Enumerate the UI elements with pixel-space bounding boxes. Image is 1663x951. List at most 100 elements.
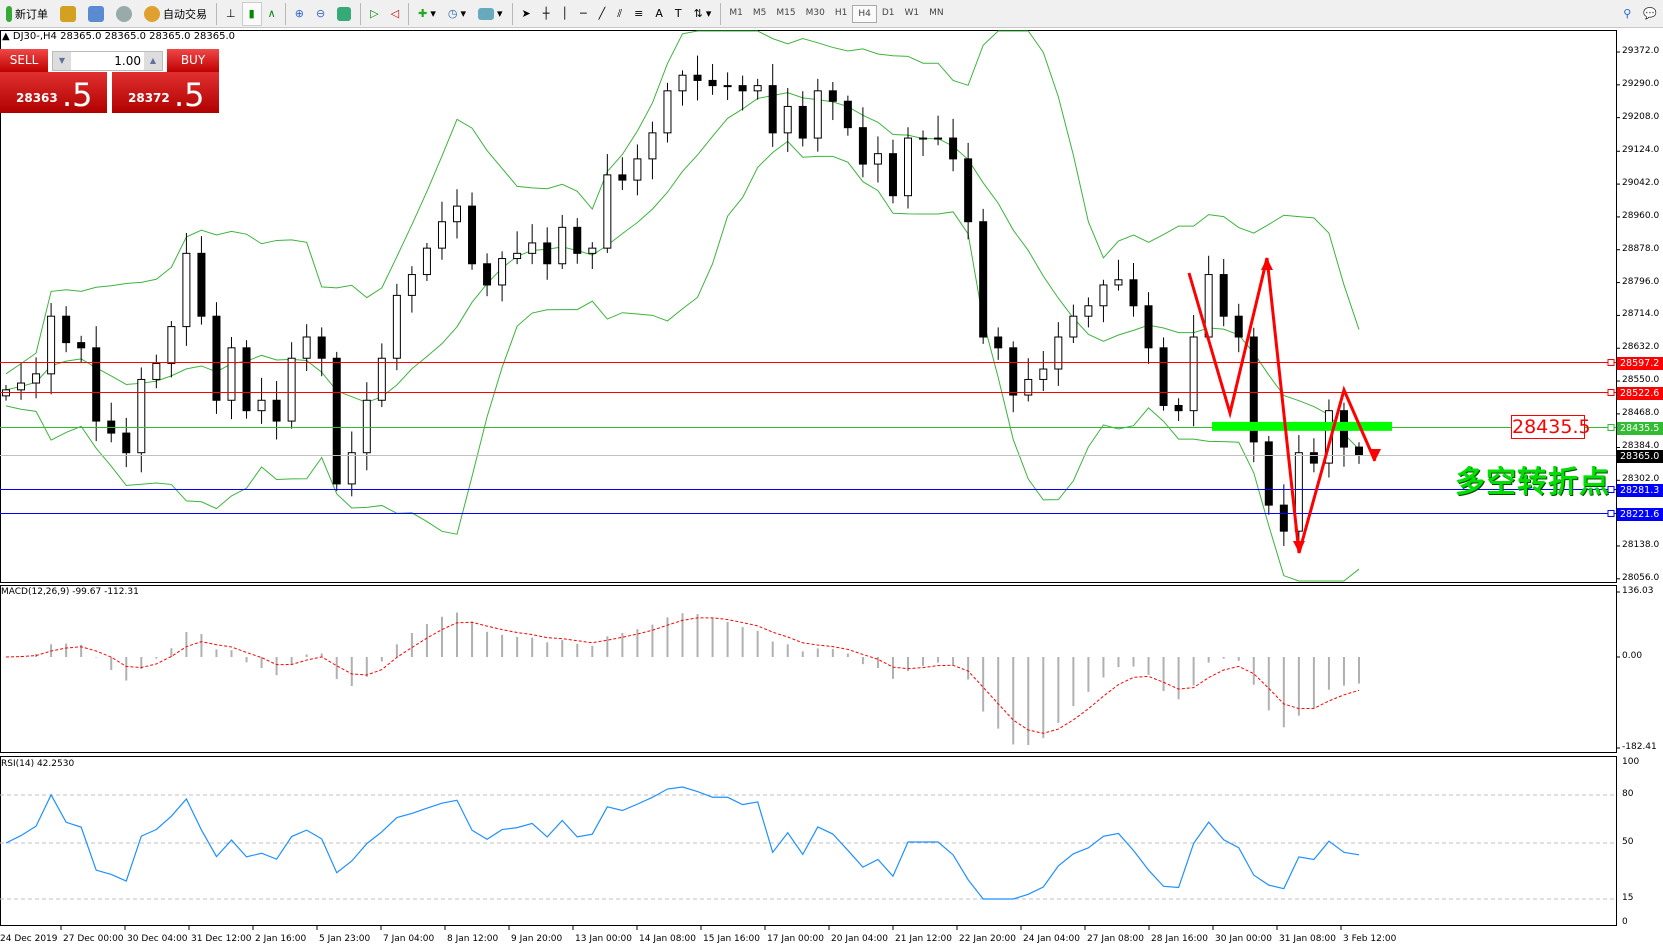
horizontal-line-button[interactable]: ─: [574, 2, 593, 26]
sell-button[interactable]: SELL: [0, 49, 48, 72]
date-tick-label: 13 Jan 00:00: [575, 934, 632, 944]
candle: [317, 327, 326, 377]
timeframe-w1[interactable]: W1: [904, 7, 920, 18]
candle: [964, 142, 973, 240]
fibonacci-button[interactable]: ≡: [628, 2, 649, 26]
bear-candle-body: [708, 79, 717, 87]
timeframe-m30[interactable]: M30: [805, 7, 825, 18]
macd-pane-border: [0, 585, 1617, 753]
date-tick-label: 5 Jan 23:00: [319, 934, 371, 944]
bear-candle-body: [1144, 305, 1153, 349]
bull-candle-body: [1054, 336, 1063, 370]
timeframe-d1[interactable]: D1: [881, 7, 895, 18]
lot-decrease-button[interactable]: ▼: [53, 52, 71, 70]
timeframe-m15[interactable]: M15: [776, 7, 796, 18]
level-price-label[interactable]: 28435.5: [1511, 415, 1591, 439]
auto-trading-button[interactable]: 自动交易: [138, 2, 213, 26]
toolbar-separator: [284, 2, 286, 25]
crosshair-button[interactable]: ┼: [537, 2, 556, 26]
candle: [1174, 398, 1183, 422]
bull-candle-body: [437, 221, 446, 249]
autoscroll-button[interactable]: ▷: [364, 2, 384, 26]
date-tick-label: 28 Jan 16:00: [1151, 934, 1208, 944]
text-label-button[interactable]: T: [669, 2, 688, 26]
bull-candle-body: [167, 326, 176, 364]
toolbar: 新订单 自动交易 ⊥ ▮ ∧ ⊕ ⊖ ▷ ◁ ✚ ▾ ◷ ▾ ▾ ➤ ┼ │ ─ ╱…: [0, 0, 1663, 28]
pivot-annotation-text[interactable]: 多空转折点: [1455, 465, 1610, 500]
zoom-out-button[interactable]: ⊖: [310, 2, 331, 26]
timeframe-m1[interactable]: M1: [729, 7, 743, 18]
new-order-button[interactable]: 新订单: [0, 2, 54, 26]
arrows-button[interactable]: ⇅ ▾: [693, 7, 712, 20]
lot-increase-button[interactable]: ▲: [144, 52, 162, 70]
new-chart-button[interactable]: ✚ ▾: [418, 7, 436, 20]
candle: [979, 208, 988, 344]
bear-candle-body: [949, 137, 958, 160]
bear-candle-body: [888, 153, 897, 197]
bull-candle-body: [753, 85, 762, 92]
candle: [17, 363, 26, 400]
cursor-button[interactable]: ➤: [516, 2, 537, 26]
search-icon: ⚲: [1623, 7, 1632, 20]
candle: [738, 75, 747, 111]
candle: [437, 201, 446, 260]
candle: [798, 91, 807, 147]
equidistant-channel-button[interactable]: ⫽: [611, 2, 628, 26]
sell-price-button[interactable]: 28363 .5: [0, 72, 107, 113]
signals-button[interactable]: [110, 2, 138, 26]
candle: [392, 283, 401, 371]
candle: [1189, 314, 1198, 427]
lot-input[interactable]: [71, 52, 144, 70]
date-tick-label: 9 Jan 20:00: [511, 934, 563, 944]
candle: [362, 382, 371, 471]
bull-candle-body: [588, 247, 597, 254]
price-level-label: 28522.6: [1617, 386, 1663, 400]
bull-candle-body: [1084, 305, 1093, 317]
date-tick-label: 3 Feb 12:00: [1343, 934, 1397, 944]
timeframe-h4[interactable]: H4: [852, 4, 877, 23]
data-window-button[interactable]: [82, 2, 110, 26]
bull-candle-body: [453, 205, 461, 223]
line-chart-button[interactable]: ∧: [262, 2, 282, 26]
timeframe-h1[interactable]: H1: [834, 7, 848, 18]
buy-button[interactable]: BUY: [167, 49, 219, 72]
templates-button[interactable]: ▾: [472, 2, 509, 26]
periods-button[interactable]: ◷ ▾: [447, 7, 466, 20]
macd-tick-label: -182.41: [1622, 742, 1657, 752]
candle: [122, 417, 131, 468]
text-icon: A: [655, 7, 663, 20]
lot-stepper[interactable]: ▼ ▲: [52, 51, 163, 71]
candle: [1114, 259, 1123, 291]
candle: [588, 242, 597, 269]
bull-candle-body: [377, 357, 386, 401]
buy-price-main: 28372: [128, 91, 170, 105]
toolbar-separator: [360, 2, 362, 25]
candle: [137, 367, 146, 473]
bar-chart-button[interactable]: ⊥: [220, 2, 242, 26]
bull-candle-body: [422, 247, 431, 276]
date-tick-label: 22 Jan 20:00: [959, 934, 1016, 944]
market-watch-button[interactable]: [54, 2, 82, 26]
buy-price-button[interactable]: 28372 .5: [112, 72, 219, 113]
trendline-button[interactable]: ╱: [593, 2, 612, 26]
timeframe-m5[interactable]: M5: [752, 7, 767, 18]
chat-button[interactable]: 💬: [1637, 2, 1663, 26]
bull-candle-body: [919, 137, 928, 140]
timeframe-mn[interactable]: MN: [929, 7, 944, 18]
text-button[interactable]: A: [649, 2, 669, 26]
candlestick-button[interactable]: ▮: [241, 1, 262, 26]
chart-shift-button[interactable]: ◁: [385, 2, 405, 26]
candle: [1069, 304, 1078, 344]
level-handle: [1607, 389, 1615, 396]
price-tick-label: 29372.0: [1622, 46, 1660, 56]
bear-candle-body: [212, 315, 221, 401]
search-button[interactable]: ⚲: [1617, 2, 1637, 26]
auto-trading-icon: [144, 5, 160, 22]
main-pane-border: [0, 30, 1617, 583]
vertical-line-button[interactable]: │: [555, 2, 574, 26]
tile-windows-button[interactable]: [331, 2, 357, 26]
macd-tick-label: 136.03: [1622, 586, 1654, 596]
zoom-in-button[interactable]: ⊕: [289, 2, 310, 26]
data-window-icon: [88, 5, 104, 22]
